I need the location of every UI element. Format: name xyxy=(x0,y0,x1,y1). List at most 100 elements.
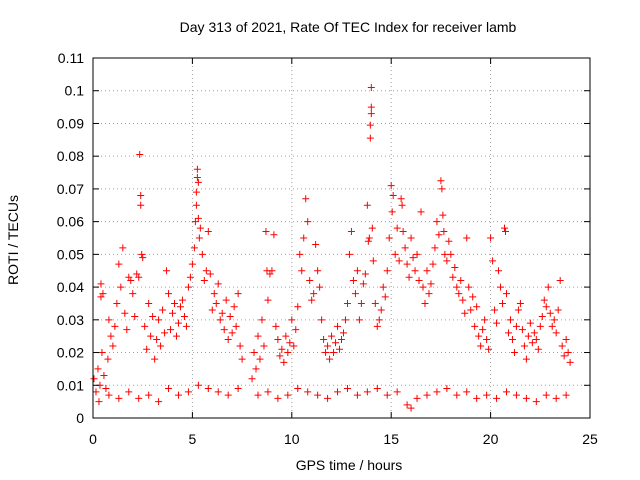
data-point-marker xyxy=(252,365,260,373)
data-point-marker xyxy=(141,322,149,330)
data-point-marker xyxy=(334,388,342,396)
data-point-marker xyxy=(224,391,232,399)
data-point-marker xyxy=(405,273,413,281)
data-point-marker xyxy=(373,385,381,393)
data-point-marker xyxy=(190,244,198,252)
data-point-marker xyxy=(431,244,439,252)
data-point-marker xyxy=(566,358,574,366)
data-point-marker xyxy=(366,121,374,129)
data-point-marker xyxy=(433,218,441,226)
data-point-marker xyxy=(375,316,383,324)
data-point-marker xyxy=(353,391,361,399)
data-point-marker xyxy=(210,290,218,298)
data-point-marker xyxy=(550,316,558,324)
data-point-marker xyxy=(514,306,522,314)
data-point-marker xyxy=(123,326,131,334)
data-point-marker xyxy=(564,349,572,357)
data-point-marker xyxy=(471,322,479,330)
data-point-marker xyxy=(429,260,437,268)
grid-layer xyxy=(93,58,590,418)
data-point-marker xyxy=(98,349,106,357)
data-point-marker xyxy=(147,332,155,340)
x-tick-label: 15 xyxy=(383,431,399,447)
data-point-marker xyxy=(479,326,487,334)
data-point-marker xyxy=(262,227,270,235)
data-point-marker xyxy=(204,385,212,393)
data-point-marker xyxy=(115,394,123,402)
plot-frame xyxy=(92,57,591,419)
data-point-marker xyxy=(438,185,446,193)
data-point-marker xyxy=(393,388,401,396)
data-point-marker xyxy=(401,244,409,252)
x-tick-label: 5 xyxy=(189,431,197,447)
y-tick-label: 0.07 xyxy=(57,181,84,197)
data-point-marker xyxy=(178,296,186,304)
data-point-marker xyxy=(366,134,374,142)
data-point-marker xyxy=(440,227,448,235)
data-point-marker xyxy=(258,316,266,324)
data-point-marker xyxy=(174,391,182,399)
data-point-marker xyxy=(228,329,236,337)
data-point-marker xyxy=(379,283,387,291)
data-point-marker xyxy=(326,355,334,363)
data-point-marker xyxy=(407,404,415,412)
data-point-marker xyxy=(508,335,516,343)
data-point-marker xyxy=(544,283,552,291)
data-point-marker xyxy=(477,342,485,350)
data-point-marker xyxy=(167,326,175,334)
data-point-marker xyxy=(121,309,129,317)
y-tick-label: 0.1 xyxy=(65,83,85,99)
data-point-marker xyxy=(447,250,455,258)
y-tick-label: 0.11 xyxy=(58,50,84,66)
data-point-marker xyxy=(192,201,200,209)
data-point-marker xyxy=(518,326,526,334)
data-point-marker xyxy=(341,316,349,324)
data-point-marker xyxy=(399,227,407,235)
data-point-marker xyxy=(320,335,328,343)
data-point-marker xyxy=(234,385,242,393)
data-point-marker xyxy=(212,299,220,307)
data-point-marker xyxy=(314,391,322,399)
data-point-marker xyxy=(451,263,459,271)
data-point-marker xyxy=(493,394,501,402)
data-point-marker xyxy=(542,391,550,399)
data-point-marker xyxy=(524,332,532,340)
data-point-marker xyxy=(137,201,145,209)
y-tick-label: 0.06 xyxy=(57,214,84,230)
data-point-marker xyxy=(119,244,127,252)
data-point-marker xyxy=(510,349,518,357)
data-point-marker xyxy=(409,254,417,262)
data-point-marker xyxy=(489,257,497,265)
data-point-marker xyxy=(427,280,435,288)
data-point-marker xyxy=(102,385,110,393)
data-point-marker xyxy=(548,322,556,330)
data-point-marker xyxy=(284,391,292,399)
data-point-marker xyxy=(388,208,396,216)
data-point-marker xyxy=(157,342,165,350)
data-point-marker xyxy=(334,322,342,330)
data-point-marker xyxy=(377,306,385,314)
data-point-marker xyxy=(365,234,373,242)
data-point-marker xyxy=(191,218,199,226)
data-point-marker xyxy=(193,165,201,173)
data-point-marker xyxy=(316,283,324,291)
data-point-marker xyxy=(226,313,234,321)
data-point-marker xyxy=(288,316,296,324)
data-point-marker xyxy=(560,352,568,360)
data-point-marker xyxy=(314,267,322,275)
data-point-marker xyxy=(135,394,143,402)
data-point-marker xyxy=(439,211,447,219)
data-point-marker xyxy=(296,250,304,258)
data-point-marker xyxy=(347,227,355,235)
y-tick-label: 0.03 xyxy=(57,312,84,328)
data-point-marker xyxy=(274,335,282,343)
data-point-marker xyxy=(413,250,421,258)
data-point-marker xyxy=(339,329,347,337)
data-point-marker xyxy=(195,234,203,242)
data-point-marker xyxy=(453,283,461,291)
data-point-marker xyxy=(272,322,280,330)
data-point-marker xyxy=(381,293,389,301)
chart-title: Day 313 of 2021, Rate Of TEC Index for r… xyxy=(180,19,517,35)
data-point-marker xyxy=(330,349,338,357)
data-point-marker xyxy=(383,391,391,399)
